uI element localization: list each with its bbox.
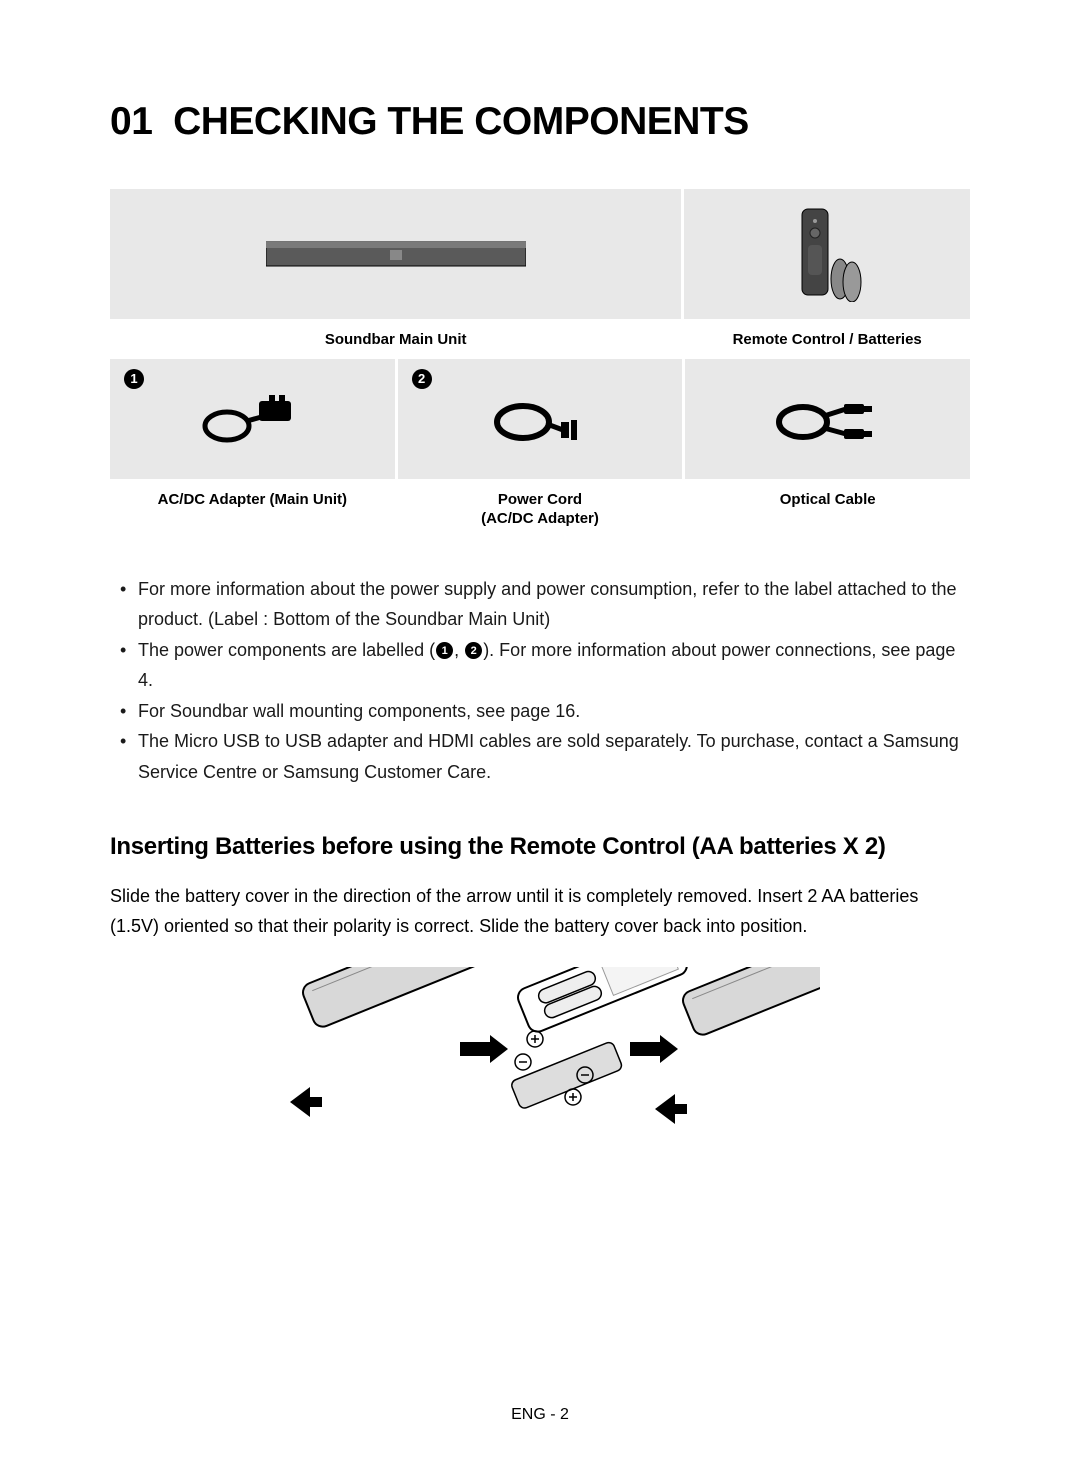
inline-circle-2: 2 — [465, 642, 482, 659]
inline-circle-1: 1 — [436, 642, 453, 659]
power-cord-icon — [485, 394, 595, 444]
soundbar-cell — [110, 189, 681, 319]
powercord-label: Power Cord (AC/DC Adapter) — [398, 490, 683, 529]
optical-cable-icon — [768, 394, 888, 444]
battery-insertion-icon — [260, 967, 820, 1142]
title-text: CHECKING THE COMPONENTS — [173, 100, 749, 143]
optical-cell — [685, 359, 970, 479]
powercord-cell: 2 — [398, 359, 683, 479]
bullet-text-mid: , — [454, 640, 464, 660]
circle-number-1: 1 — [124, 369, 144, 389]
components-grid: Soundbar Main Unit Remote Control / Batt… — [110, 189, 970, 529]
circle-number-2: 2 — [412, 369, 432, 389]
soundbar-icon — [266, 234, 526, 274]
adapter-cell: 1 — [110, 359, 395, 479]
components-row-1 — [110, 189, 970, 319]
adapter-label: AC/DC Adapter (Main Unit) — [110, 490, 395, 529]
optical-label: Optical Cable — [685, 490, 970, 529]
remote-cell — [684, 189, 970, 319]
soundbar-label: Soundbar Main Unit — [110, 330, 681, 350]
sub-heading: Inserting Batteries before using the Rem… — [110, 833, 970, 861]
remote-icon — [782, 207, 872, 302]
body-paragraph: Slide the battery cover in the direction… — [110, 881, 970, 942]
page-number: ENG - 2 — [0, 1406, 1080, 1424]
remote-label: Remote Control / Batteries — [684, 330, 970, 350]
page-title: 01 CHECKING THE COMPONENTS — [110, 100, 970, 144]
title-number: 01 — [110, 100, 152, 143]
list-item: The Micro USB to USB adapter and HDMI ca… — [110, 726, 970, 787]
adapter-icon — [197, 391, 307, 446]
bullet-text-pre: The power components are labelled ( — [138, 640, 435, 660]
list-item: For more information about the power sup… — [110, 574, 970, 635]
list-item: For Soundbar wall mounting components, s… — [110, 696, 970, 727]
components-row-2: 1 2 — [110, 359, 970, 479]
notes-list: For more information about the power sup… — [110, 574, 970, 788]
battery-diagram — [110, 967, 970, 1142]
components-row-2-labels: AC/DC Adapter (Main Unit) Power Cord (AC… — [110, 490, 970, 529]
components-row-1-labels: Soundbar Main Unit Remote Control / Batt… — [110, 330, 970, 350]
list-item: The power components are labelled (1, 2)… — [110, 635, 970, 696]
